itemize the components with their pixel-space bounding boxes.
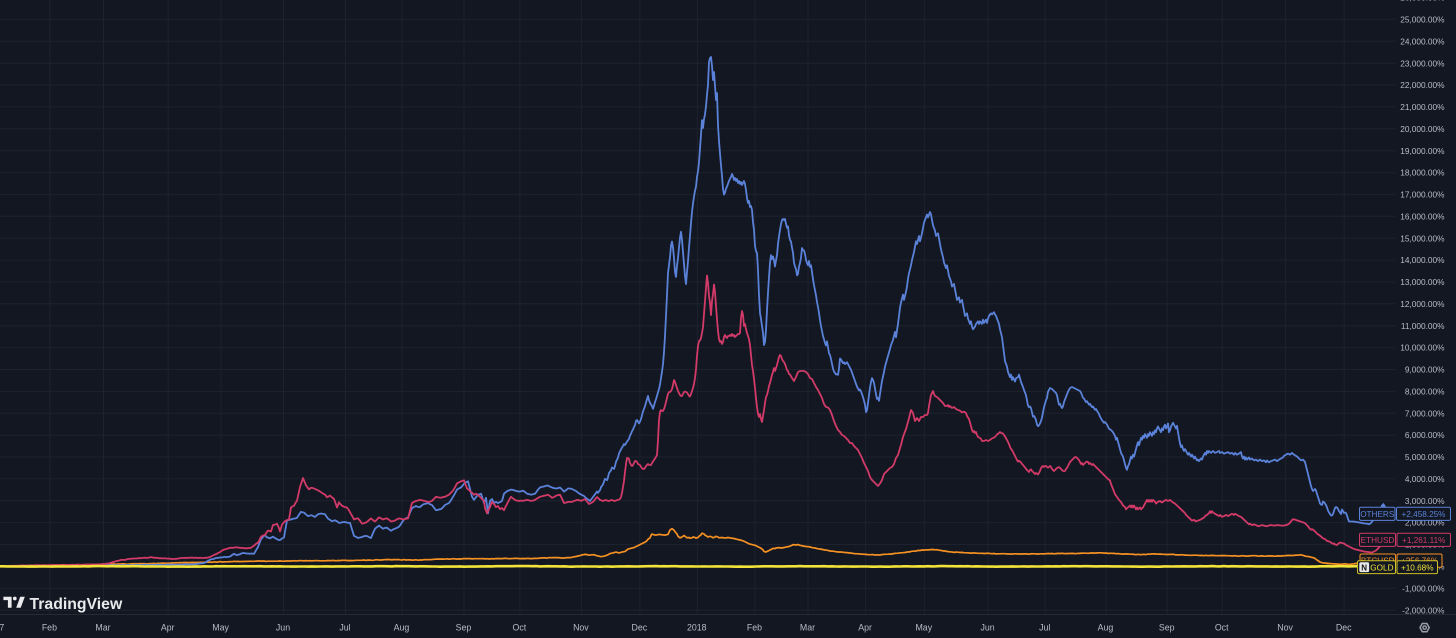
svg-text:Jul: Jul: [339, 623, 350, 633]
svg-text:Sep: Sep: [1159, 623, 1175, 633]
svg-text:Nov: Nov: [1277, 623, 1293, 633]
svg-text:+2,458.25%: +2,458.25%: [1402, 510, 1446, 519]
svg-text:Sep: Sep: [456, 623, 472, 633]
svg-text:+10.68%: +10.68%: [1401, 563, 1434, 572]
svg-text:4,000.00%: 4,000.00%: [1405, 474, 1445, 484]
svg-text:Oct: Oct: [513, 623, 527, 633]
svg-text:6,000.00%: 6,000.00%: [1405, 430, 1445, 440]
svg-text:Dec: Dec: [631, 623, 647, 633]
svg-text:+1,261.11%: +1,261.11%: [1402, 536, 1445, 545]
svg-text:9,000.00%: 9,000.00%: [1405, 365, 1445, 375]
svg-text:Oct: Oct: [1215, 623, 1229, 633]
svg-text:TradingView: TradingView: [30, 596, 123, 613]
svg-text:18,000.00%: 18,000.00%: [1400, 168, 1445, 178]
svg-text:N: N: [1361, 563, 1367, 572]
svg-text:23,000.00%: 23,000.00%: [1400, 58, 1445, 68]
svg-text:ETHUSD: ETHUSD: [1361, 536, 1395, 545]
svg-text:8,000.00%: 8,000.00%: [1405, 387, 1445, 397]
svg-text:Dec: Dec: [1336, 623, 1352, 633]
svg-text:-1,000.00%: -1,000.00%: [1402, 583, 1445, 593]
svg-text:Aug: Aug: [1098, 623, 1114, 633]
svg-text:OTHERS: OTHERS: [1360, 510, 1395, 519]
svg-text:Mar: Mar: [95, 623, 110, 633]
svg-text:10,000.00%: 10,000.00%: [1400, 343, 1445, 353]
svg-text:13,000.00%: 13,000.00%: [1400, 277, 1445, 287]
svg-text:Jul: Jul: [1039, 623, 1050, 633]
svg-text:22,000.00%: 22,000.00%: [1400, 80, 1445, 90]
svg-text:3,000.00%: 3,000.00%: [1405, 496, 1445, 506]
svg-text:Aug: Aug: [394, 623, 410, 633]
svg-text:Feb: Feb: [747, 623, 762, 633]
svg-text:Jun: Jun: [276, 623, 290, 633]
svg-text:2,000.00%: 2,000.00%: [1405, 518, 1445, 528]
svg-text:21,000.00%: 21,000.00%: [1400, 102, 1445, 112]
svg-text:20,000.00%: 20,000.00%: [1400, 124, 1445, 134]
svg-text:Feb: Feb: [42, 623, 57, 633]
svg-text:25,000.00%: 25,000.00%: [1400, 15, 1445, 25]
svg-text:Apr: Apr: [858, 623, 872, 633]
svg-text:2017: 2017: [0, 623, 4, 633]
svg-text:15,000.00%: 15,000.00%: [1400, 233, 1445, 243]
svg-text:May: May: [915, 623, 932, 633]
svg-text:17,000.00%: 17,000.00%: [1400, 190, 1445, 200]
svg-text:24,000.00%: 24,000.00%: [1400, 36, 1445, 46]
svg-text:14,000.00%: 14,000.00%: [1400, 255, 1445, 265]
svg-text:2018: 2018: [687, 623, 707, 633]
svg-text:7,000.00%: 7,000.00%: [1405, 408, 1445, 418]
svg-text:May: May: [212, 623, 229, 633]
svg-text:GOLD: GOLD: [1370, 563, 1393, 572]
svg-text:-2,000.00%: -2,000.00%: [1402, 605, 1445, 615]
svg-text:16,000.00%: 16,000.00%: [1400, 211, 1445, 221]
svg-text:12,000.00%: 12,000.00%: [1400, 299, 1445, 309]
svg-text:Apr: Apr: [161, 623, 175, 633]
svg-text:Mar: Mar: [800, 623, 815, 633]
svg-text:Nov: Nov: [573, 623, 589, 633]
svg-text:26,000.00%: 26,000.00%: [1400, 0, 1445, 3]
svg-text:11,000.00%: 11,000.00%: [1401, 321, 1445, 331]
svg-text:19,000.00%: 19,000.00%: [1400, 146, 1445, 156]
svg-text:5,000.00%: 5,000.00%: [1405, 452, 1445, 462]
svg-text:Jun: Jun: [981, 623, 995, 633]
